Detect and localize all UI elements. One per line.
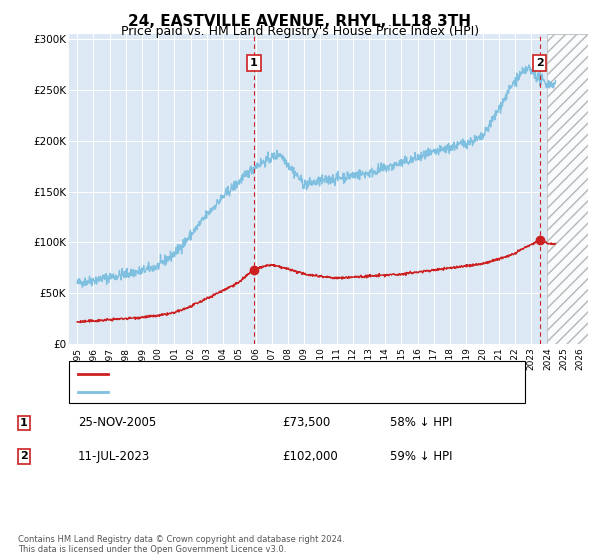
Text: £102,000: £102,000	[282, 450, 338, 463]
Text: 1: 1	[250, 58, 258, 68]
Text: 24, EASTVILLE AVENUE, RHYL, LL18 3TH (detached house): 24, EASTVILLE AVENUE, RHYL, LL18 3TH (de…	[114, 368, 417, 379]
Text: 2: 2	[20, 451, 28, 461]
Text: 58% ↓ HPI: 58% ↓ HPI	[390, 416, 452, 430]
Text: Price paid vs. HM Land Registry's House Price Index (HPI): Price paid vs. HM Land Registry's House …	[121, 25, 479, 38]
Text: 2: 2	[536, 58, 544, 68]
Bar	[547, 34, 588, 344]
Text: £73,500: £73,500	[282, 416, 330, 430]
Text: 11-JUL-2023: 11-JUL-2023	[78, 450, 150, 463]
Text: HPI: Average price, detached house, Denbighshire: HPI: Average price, detached house, Denb…	[114, 387, 376, 397]
Text: 24, EASTVILLE AVENUE, RHYL, LL18 3TH: 24, EASTVILLE AVENUE, RHYL, LL18 3TH	[128, 14, 472, 29]
Text: 25-NOV-2005: 25-NOV-2005	[78, 416, 156, 430]
Text: Contains HM Land Registry data © Crown copyright and database right 2024.
This d: Contains HM Land Registry data © Crown c…	[18, 535, 344, 554]
Text: 1: 1	[20, 418, 28, 428]
Text: 59% ↓ HPI: 59% ↓ HPI	[390, 450, 452, 463]
